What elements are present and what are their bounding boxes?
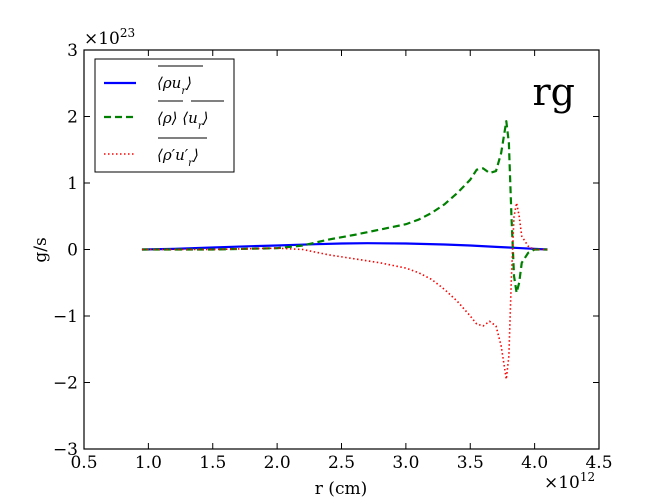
x-tick-label: 1.5	[199, 453, 226, 473]
series-line-rho_mean_ur_mean	[141, 120, 548, 294]
series-line-rho_prime_ur_prime	[141, 202, 548, 380]
x-tick-label: 2.5	[328, 453, 355, 473]
legend-label-rho-mean-ur-mean: ⟨ρ⟩ ⟨ur⟩	[157, 100, 224, 132]
series-layer	[141, 120, 548, 380]
legend-box	[94, 58, 235, 173]
y-tick-label: 2	[67, 108, 78, 128]
legend: ⟨ρur⟩ ⟨ρ⟩ ⟨ur⟩ ⟨ρ′u′r⟩	[94, 58, 235, 173]
y-tick-label: 3	[67, 41, 78, 61]
series-line-rho_ur	[141, 242, 548, 251]
y-tick-label: −1	[53, 307, 78, 327]
x-tick-label: 3.5	[457, 453, 484, 473]
y-axis-label: g/s	[31, 237, 51, 262]
y-tick-label: 0	[67, 241, 78, 261]
y-multiplier-label: ×1023	[84, 26, 135, 49]
y-tick-label: −2	[53, 374, 78, 394]
y-tick-label: −3	[53, 440, 78, 460]
svg-text:⟨ρ⟩ ⟨ur⟩: ⟨ρ⟩ ⟨ur⟩	[157, 109, 208, 132]
ticks-layer: 0.5 1.0 1.5 2.0 2.5 3.0 3.5 4.0 4.5 −3 −2 −1 0 1 2 3	[53, 41, 613, 473]
x-multiplier-label: ×1012	[544, 470, 595, 493]
y-tick-label: 1	[67, 174, 78, 194]
x-tick-label: 4.5	[585, 453, 612, 473]
x-tick-label: 0.5	[70, 453, 97, 473]
x-tick-label: 3.0	[392, 453, 419, 473]
x-tick-label: 4.0	[521, 453, 548, 473]
annotation-rg: rg	[533, 70, 576, 114]
x-tick-label: 1.0	[135, 453, 162, 473]
x-axis-label: r (cm)	[315, 479, 367, 499]
x-tick-label: 2.0	[264, 453, 291, 473]
plot-area-frame	[83, 49, 600, 450]
